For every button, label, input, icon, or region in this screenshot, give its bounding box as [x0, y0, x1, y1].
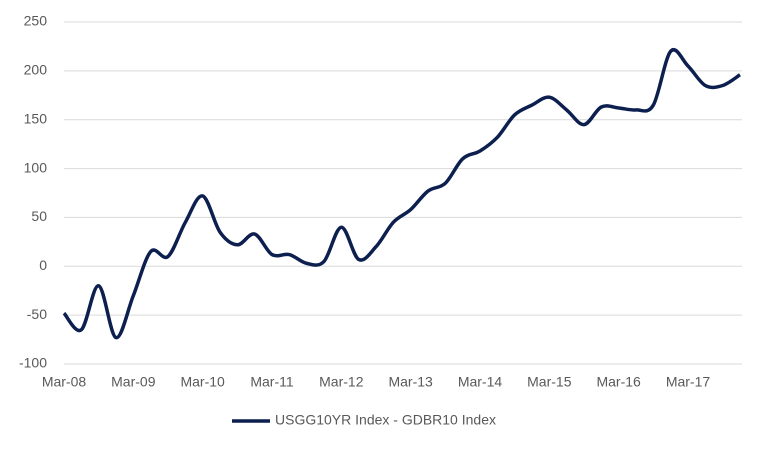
x-tick-label: Mar-14 — [458, 374, 503, 390]
x-tick-label: Mar-12 — [319, 374, 364, 390]
x-tick-label: Mar-15 — [527, 374, 572, 390]
y-tick-label: 50 — [31, 208, 47, 224]
y-tick-label: 0 — [39, 257, 47, 273]
data-line — [62, 48, 741, 340]
x-tick-label: Mar-10 — [180, 374, 225, 390]
x-tick-label: Mar-17 — [666, 374, 711, 390]
x-tick-label: Mar-09 — [111, 374, 156, 390]
legend-label: USGG10YR Index - GDBR10 Index — [275, 412, 496, 428]
x-tick-label: Mar-16 — [596, 374, 641, 390]
y-tick-label: 250 — [24, 13, 48, 29]
x-tick-label: Mar-08 — [42, 374, 87, 390]
y-tick-label: 150 — [24, 110, 48, 126]
x-tick-label: Mar-11 — [250, 374, 294, 390]
y-tick-label: 100 — [24, 159, 48, 175]
x-tick-label: Mar-13 — [388, 374, 433, 390]
y-tick-label: -100 — [19, 355, 47, 371]
y-tick-label: -50 — [27, 306, 47, 322]
y-tick-label: 200 — [24, 62, 48, 78]
